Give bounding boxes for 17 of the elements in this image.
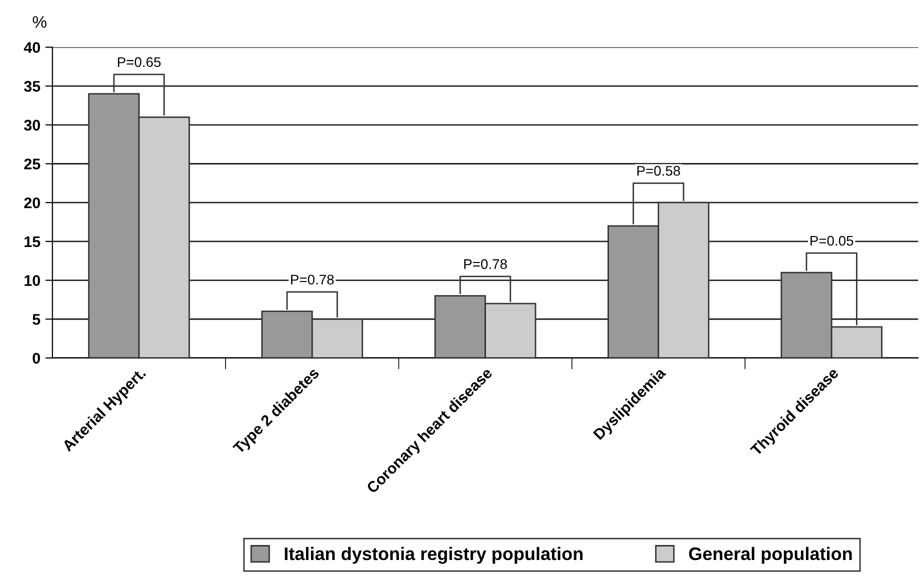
- y-tick-label: 25: [24, 158, 40, 170]
- legend-label: Italian dystonia registry population: [284, 546, 583, 564]
- y-tick-label: 15: [24, 236, 40, 248]
- annotation: P=0.58: [637, 166, 680, 176]
- annotation: P=0.78: [291, 274, 334, 285]
- y-tick-label: 40: [24, 42, 40, 53]
- annotation: P=0.65: [118, 57, 161, 68]
- y-tick-label: 20: [24, 197, 40, 208]
- y-tick-label: 10: [24, 275, 40, 286]
- y-tick-label: 30: [24, 120, 40, 131]
- y-tick-label: 35: [24, 80, 40, 92]
- y-axis-title: %: [32, 16, 46, 28]
- annotation: P=0.78: [464, 259, 507, 269]
- y-tick-label: 5: [32, 314, 40, 325]
- legend-label: General population: [689, 546, 852, 564]
- annotation: P=0.05: [810, 236, 854, 246]
- y-tick-label: 0: [32, 352, 40, 364]
